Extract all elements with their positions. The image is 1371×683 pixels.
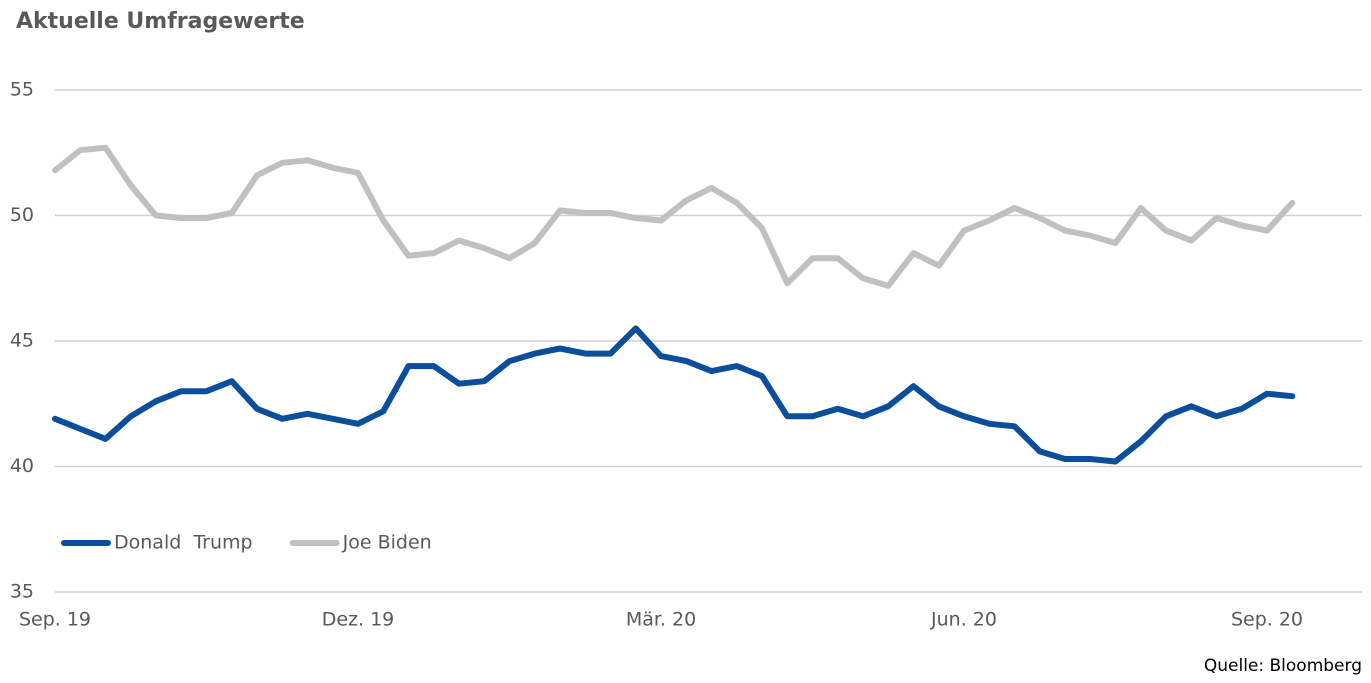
legend-label: Donald Trump xyxy=(114,532,253,554)
chart-title: Aktuelle Umfragewerte xyxy=(16,9,305,34)
series-line xyxy=(52,144,1296,289)
x-tick-label: Sep. 20 xyxy=(1231,609,1303,631)
x-tick-label: Jun. 20 xyxy=(930,609,997,631)
y-tick-label: 50 xyxy=(10,204,34,226)
y-tick-label: 45 xyxy=(10,330,34,352)
y-tick-label: 35 xyxy=(10,581,34,603)
legend-label: Joe Biden xyxy=(342,532,432,554)
y-tick-label: 55 xyxy=(10,79,34,101)
source-note: Quelle: Bloomberg xyxy=(1204,656,1362,676)
x-tick-label: Sep. 19 xyxy=(19,609,91,631)
series-line xyxy=(52,325,1296,465)
x-tick-label: Mär. 20 xyxy=(626,609,696,631)
x-tick-label: Dez. 19 xyxy=(322,609,395,631)
y-tick-label: 40 xyxy=(10,455,34,477)
